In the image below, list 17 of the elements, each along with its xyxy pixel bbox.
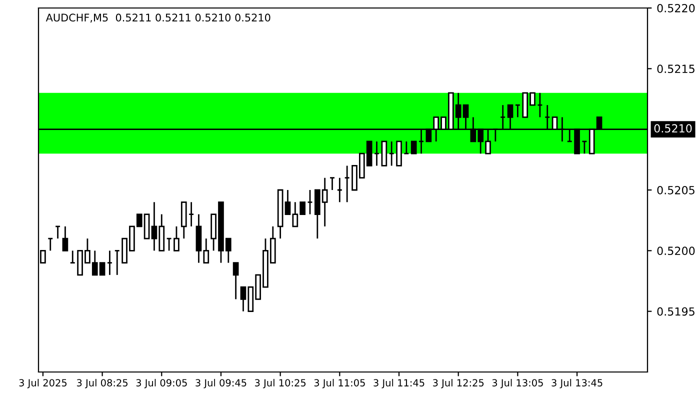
x-tick-label: 3 Jul 2025: [19, 378, 67, 388]
x-tick-label: 3 Jul 11:05: [314, 378, 365, 388]
x-tick-label: 3 Jul 08:25: [76, 378, 128, 388]
x-tick-label: 3 Jul 09:45: [196, 378, 246, 388]
x-tick-label: 3 Jul 13:05: [492, 378, 543, 388]
y-tick-label: 0.5205: [657, 186, 694, 194]
x-tick-label: 3 Jul 10:25: [255, 378, 306, 388]
y-tick-label: 0.5200: [657, 246, 695, 256]
chart-title: AUDCHF,M5 0.5211 0.5211 0.5210 0.5210: [46, 14, 270, 23]
x-tick-label: 3 Jul 11:45: [374, 378, 424, 388]
y-tick-label: 0.5195: [657, 307, 694, 316]
y-tick-label: 0.5215: [657, 64, 694, 74]
x-tick-label: 3 Jul 12:25: [433, 378, 484, 388]
ref-line-label: 0.5210: [654, 124, 692, 133]
y-tick-label: 0.5220: [657, 4, 695, 12]
x-tick-label: 3 Jul 13:45: [552, 378, 602, 388]
x-tick-label: 3 Jul 09:05: [136, 378, 187, 388]
